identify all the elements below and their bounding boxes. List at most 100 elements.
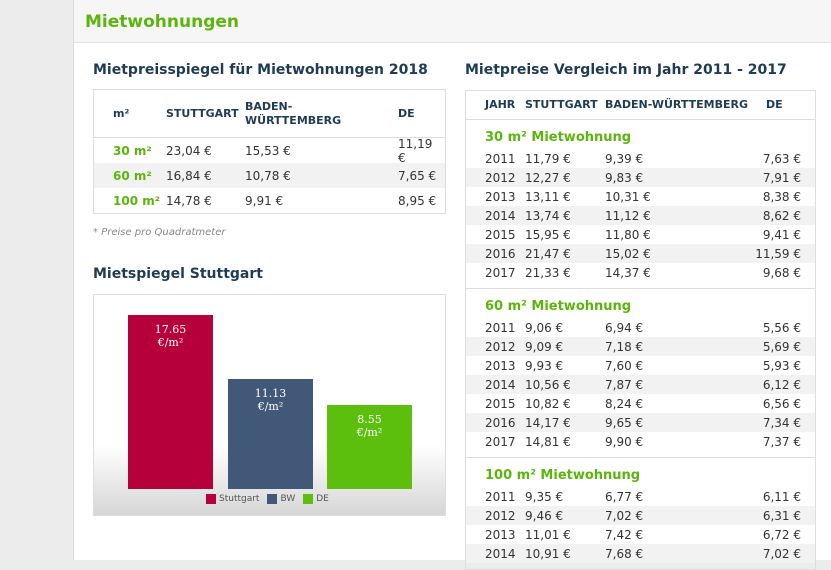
- group-title: 60 m² Mietwohnung: [485, 299, 632, 314]
- table-cell: 6,31 €: [762, 508, 801, 523]
- table-cell: 9,65 €: [605, 415, 644, 430]
- table-group: 30 m² Mietwohnung 2011 11,79 € 9,39 € 7,63 €…: [466, 119, 815, 288]
- chart: Stuttgart BW DE 17.65 €/m² 11.13 €/m² 8.55 €…: [93, 294, 446, 516]
- table-cell: 8,62 €: [762, 208, 801, 223]
- table-row: 2014 13,74 € 11,12 € 8,62 €: [466, 206, 815, 225]
- table-cell: 2011: [485, 320, 516, 335]
- header-cell: DE: [766, 98, 783, 111]
- legend-label: BW: [280, 494, 296, 504]
- table-row: 2012 9,09 € 7,18 € 5,69 €: [466, 337, 815, 356]
- rent-table: m² STUTTGART BADEN-WÜRTTEMBERG DE 30 m² 23,04…: [93, 89, 446, 214]
- table-cell: 2013: [485, 358, 516, 373]
- table-cell: 7,34 €: [762, 415, 801, 430]
- table-cell: 2011: [485, 489, 516, 504]
- table-cell: 10,91 €: [525, 546, 571, 561]
- table-cell: 15,02 €: [605, 246, 651, 261]
- table-cell: 6,72 €: [762, 527, 801, 542]
- header-cell: BADEN-WÜRTTEMBERG: [605, 98, 748, 111]
- bar: 11.13 €/m²: [228, 379, 313, 489]
- table-cell: 10,31 €: [605, 189, 651, 204]
- legend-label: DE: [316, 494, 329, 504]
- bar-value-label: 17.65 €/m²: [154, 322, 187, 349]
- chart-title: Mietspiegel Stuttgart: [93, 266, 263, 282]
- table-cell: 10,56 €: [525, 377, 571, 392]
- table-cell: 16,84 €: [166, 168, 212, 183]
- table-cell: 14,81 €: [525, 434, 571, 449]
- table-row: 60 m² 16,84 € 10,78 € 7,65 €: [94, 163, 445, 188]
- table-cell: 7,02 €: [762, 546, 801, 561]
- table-cell: 9,39 €: [605, 151, 644, 166]
- bar: 8.55 €/m²: [327, 404, 412, 489]
- page: Mietwohnungen Mietpreisspiegel für Mietw…: [73, 0, 831, 570]
- table-cell: 9,06 €: [525, 320, 564, 335]
- header-cell: STUTTGART: [166, 106, 239, 120]
- bar-value-label: 8.55 €/m²: [356, 412, 383, 439]
- table-cell: 30 m²: [113, 143, 152, 158]
- legend-swatch: [206, 494, 216, 504]
- table-cell: 2016: [485, 246, 516, 261]
- table-row: 30 m² 23,04 € 15,53 € 11,19 €: [94, 137, 445, 165]
- table-cell: 9,93 €: [525, 358, 564, 373]
- table-cell: 21,47 €: [525, 246, 571, 261]
- table-cell: 7,91 €: [762, 170, 801, 185]
- table-cell: 7,65 €: [398, 168, 437, 183]
- table-row: 2013 9,93 € 7,60 € 5,93 €: [466, 356, 815, 375]
- header-cell: DE: [398, 106, 415, 120]
- table-cell: 9,68 €: [762, 265, 801, 280]
- table-cell: 6,11 €: [762, 489, 801, 504]
- header-row: m² STUTTGART BADEN-WÜRTTEMBERG DE: [94, 90, 445, 138]
- table-row: 2013 11,01 € 7,42 € 6,72 €: [466, 525, 815, 544]
- table-row: 2016 14,17 € 9,65 € 7,34 €: [466, 413, 815, 432]
- legend-label: Stuttgart: [219, 494, 260, 504]
- header-cell: m²: [113, 106, 130, 120]
- table-row: 2013 13,11 € 10,31 € 8,38 €: [466, 187, 815, 206]
- table-cell: 2012: [485, 508, 516, 523]
- table-cell: 2015: [485, 396, 516, 411]
- legend-swatch: [303, 494, 314, 504]
- table-cell: 7,42 €: [605, 527, 644, 542]
- table-cell: 7,02 €: [605, 508, 644, 523]
- bar: 17.65 €/m²: [128, 314, 213, 489]
- section-title: Mietpreise Vergleich im Jahr 2011 - 2017: [465, 62, 787, 78]
- header-cell: JAHR: [485, 98, 516, 111]
- table-cell: 9,91 €: [245, 193, 284, 208]
- table-cell: 2017: [485, 434, 516, 449]
- table-cell: 7,18 €: [605, 339, 644, 354]
- table-cell: 13,11 €: [525, 189, 571, 204]
- table-cell: 60 m²: [113, 168, 152, 183]
- bar-value-label: 11.13 €/m²: [254, 387, 287, 414]
- table-cell: 100 m²: [113, 193, 160, 208]
- table-row: 2016 21,47 € 15,02 € 11,59 €: [466, 244, 815, 263]
- panel-header: Mietwohnungen: [74, 0, 831, 43]
- panel: Mietwohnungen Mietpreisspiegel für Mietw…: [73, 0, 831, 570]
- table-cell: 2012: [485, 339, 516, 354]
- table-cell: 23,04 €: [166, 143, 212, 158]
- table-cell: 2013: [485, 527, 516, 542]
- table-cell: 9,90 €: [605, 434, 644, 449]
- table-cell: 14,37 €: [605, 265, 651, 280]
- table-cell: 11,01 €: [525, 527, 571, 542]
- table-cell: 2014: [485, 377, 516, 392]
- table-cell: 2011: [485, 151, 516, 166]
- table-cell: 11,12 €: [605, 208, 651, 223]
- table-row: 2015 10,82 € 8,24 € 6,56 €: [466, 394, 815, 413]
- table-cell: 11,59 €: [755, 246, 801, 261]
- table-cell: 9,46 €: [525, 508, 564, 523]
- table-cell: 2014: [485, 546, 516, 561]
- table-row: 2012 9,46 € 7,02 € 6,31 €: [466, 506, 815, 525]
- legend-item: BW: [267, 494, 295, 504]
- table-row: 2017 14,81 € 9,90 € 7,37 €: [466, 432, 815, 451]
- footnote: * Preise pro Quadratmeter: [93, 227, 226, 238]
- table-row: 2011 9,35 € 6,77 € 6,11 €: [466, 487, 815, 506]
- table-cell: 6,77 €: [605, 489, 644, 504]
- table-row: 2011 11,79 € 9,39 € 7,63 €: [466, 149, 815, 168]
- legend-swatch: [267, 494, 278, 504]
- comparison-table: JAHR STUTTGART BADEN-WÜRTTEMBERG DE 30 m² Mi…: [465, 90, 816, 570]
- table-cell: 6,12 €: [762, 377, 801, 392]
- group-title: 30 m² Mietwohnung: [485, 130, 632, 145]
- table-cell: 14,78 €: [166, 193, 212, 208]
- table-cell: 14,17 €: [525, 415, 571, 430]
- table-cell: 15,53 €: [245, 143, 291, 158]
- table-cell: 9,83 €: [605, 170, 644, 185]
- table-cell: 2014: [485, 208, 516, 223]
